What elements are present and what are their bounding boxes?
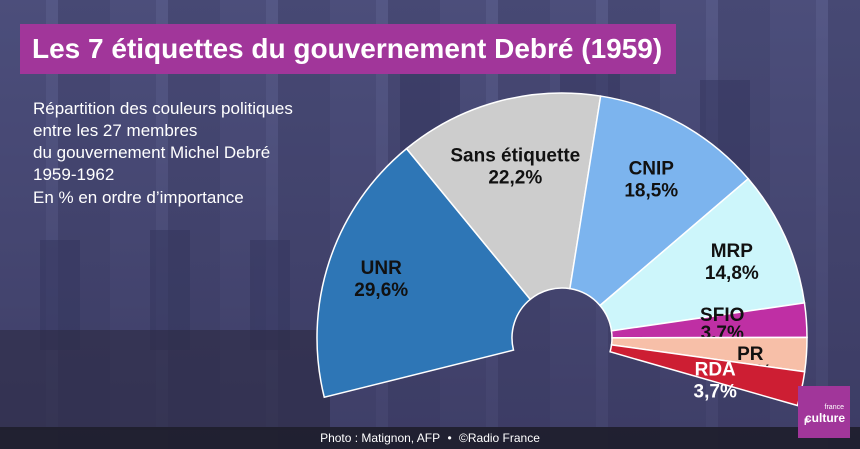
- subtitle-line: du gouvernement Michel Debré: [33, 143, 271, 162]
- photo-credit-footer: Photo : Matignon, AFP • ©Radio France: [0, 427, 860, 449]
- subtitle-line: entre les 27 membres: [33, 121, 198, 140]
- slice-label: SFIO: [700, 305, 744, 326]
- subtitle-line: Répartition des couleurs politiques: [33, 99, 293, 118]
- slice-value-label: 22,2%: [488, 168, 542, 189]
- slice-label: MRP: [711, 241, 754, 262]
- copyright-credit: ©Radio France: [459, 431, 540, 445]
- logo-mark: F: [804, 417, 810, 427]
- page-title: Les 7 étiquettes du gouvernement Debré (…: [20, 24, 677, 74]
- slice-value-label: 14,8%: [705, 263, 759, 284]
- logo-small-text: france: [824, 404, 844, 411]
- france-culture-logo: F france culture: [798, 386, 850, 438]
- chart-slice-rda: [609, 344, 806, 407]
- photo-credit: Photo : Matignon, AFP: [320, 431, 441, 445]
- slice-label: Sans étiquette: [450, 146, 580, 167]
- slice-label: CNIP: [629, 159, 675, 180]
- chart-slice-unr: [316, 147, 532, 399]
- slice-label: RDA: [695, 359, 736, 380]
- slice-value-label: 3,7%: [694, 381, 737, 402]
- slice-label: PR: [737, 344, 764, 365]
- subtitle-line: 1959-1962: [33, 165, 115, 184]
- logo-big-text: culture: [804, 411, 845, 425]
- credit-separator: •: [447, 431, 452, 445]
- slice-label: UNR: [361, 258, 402, 279]
- chart-note: En % en ordre d’importance: [33, 188, 244, 207]
- chart-slice-sans-tiquette: [405, 92, 602, 301]
- slice-value-label: 29,6%: [354, 280, 408, 301]
- chart-subtitle: Répartition des couleurs politiques entr…: [33, 98, 363, 186]
- chart-slice-cnip: [569, 95, 750, 307]
- slice-value-label: 18,5%: [624, 181, 678, 202]
- chart-slice-mrp: [598, 177, 806, 332]
